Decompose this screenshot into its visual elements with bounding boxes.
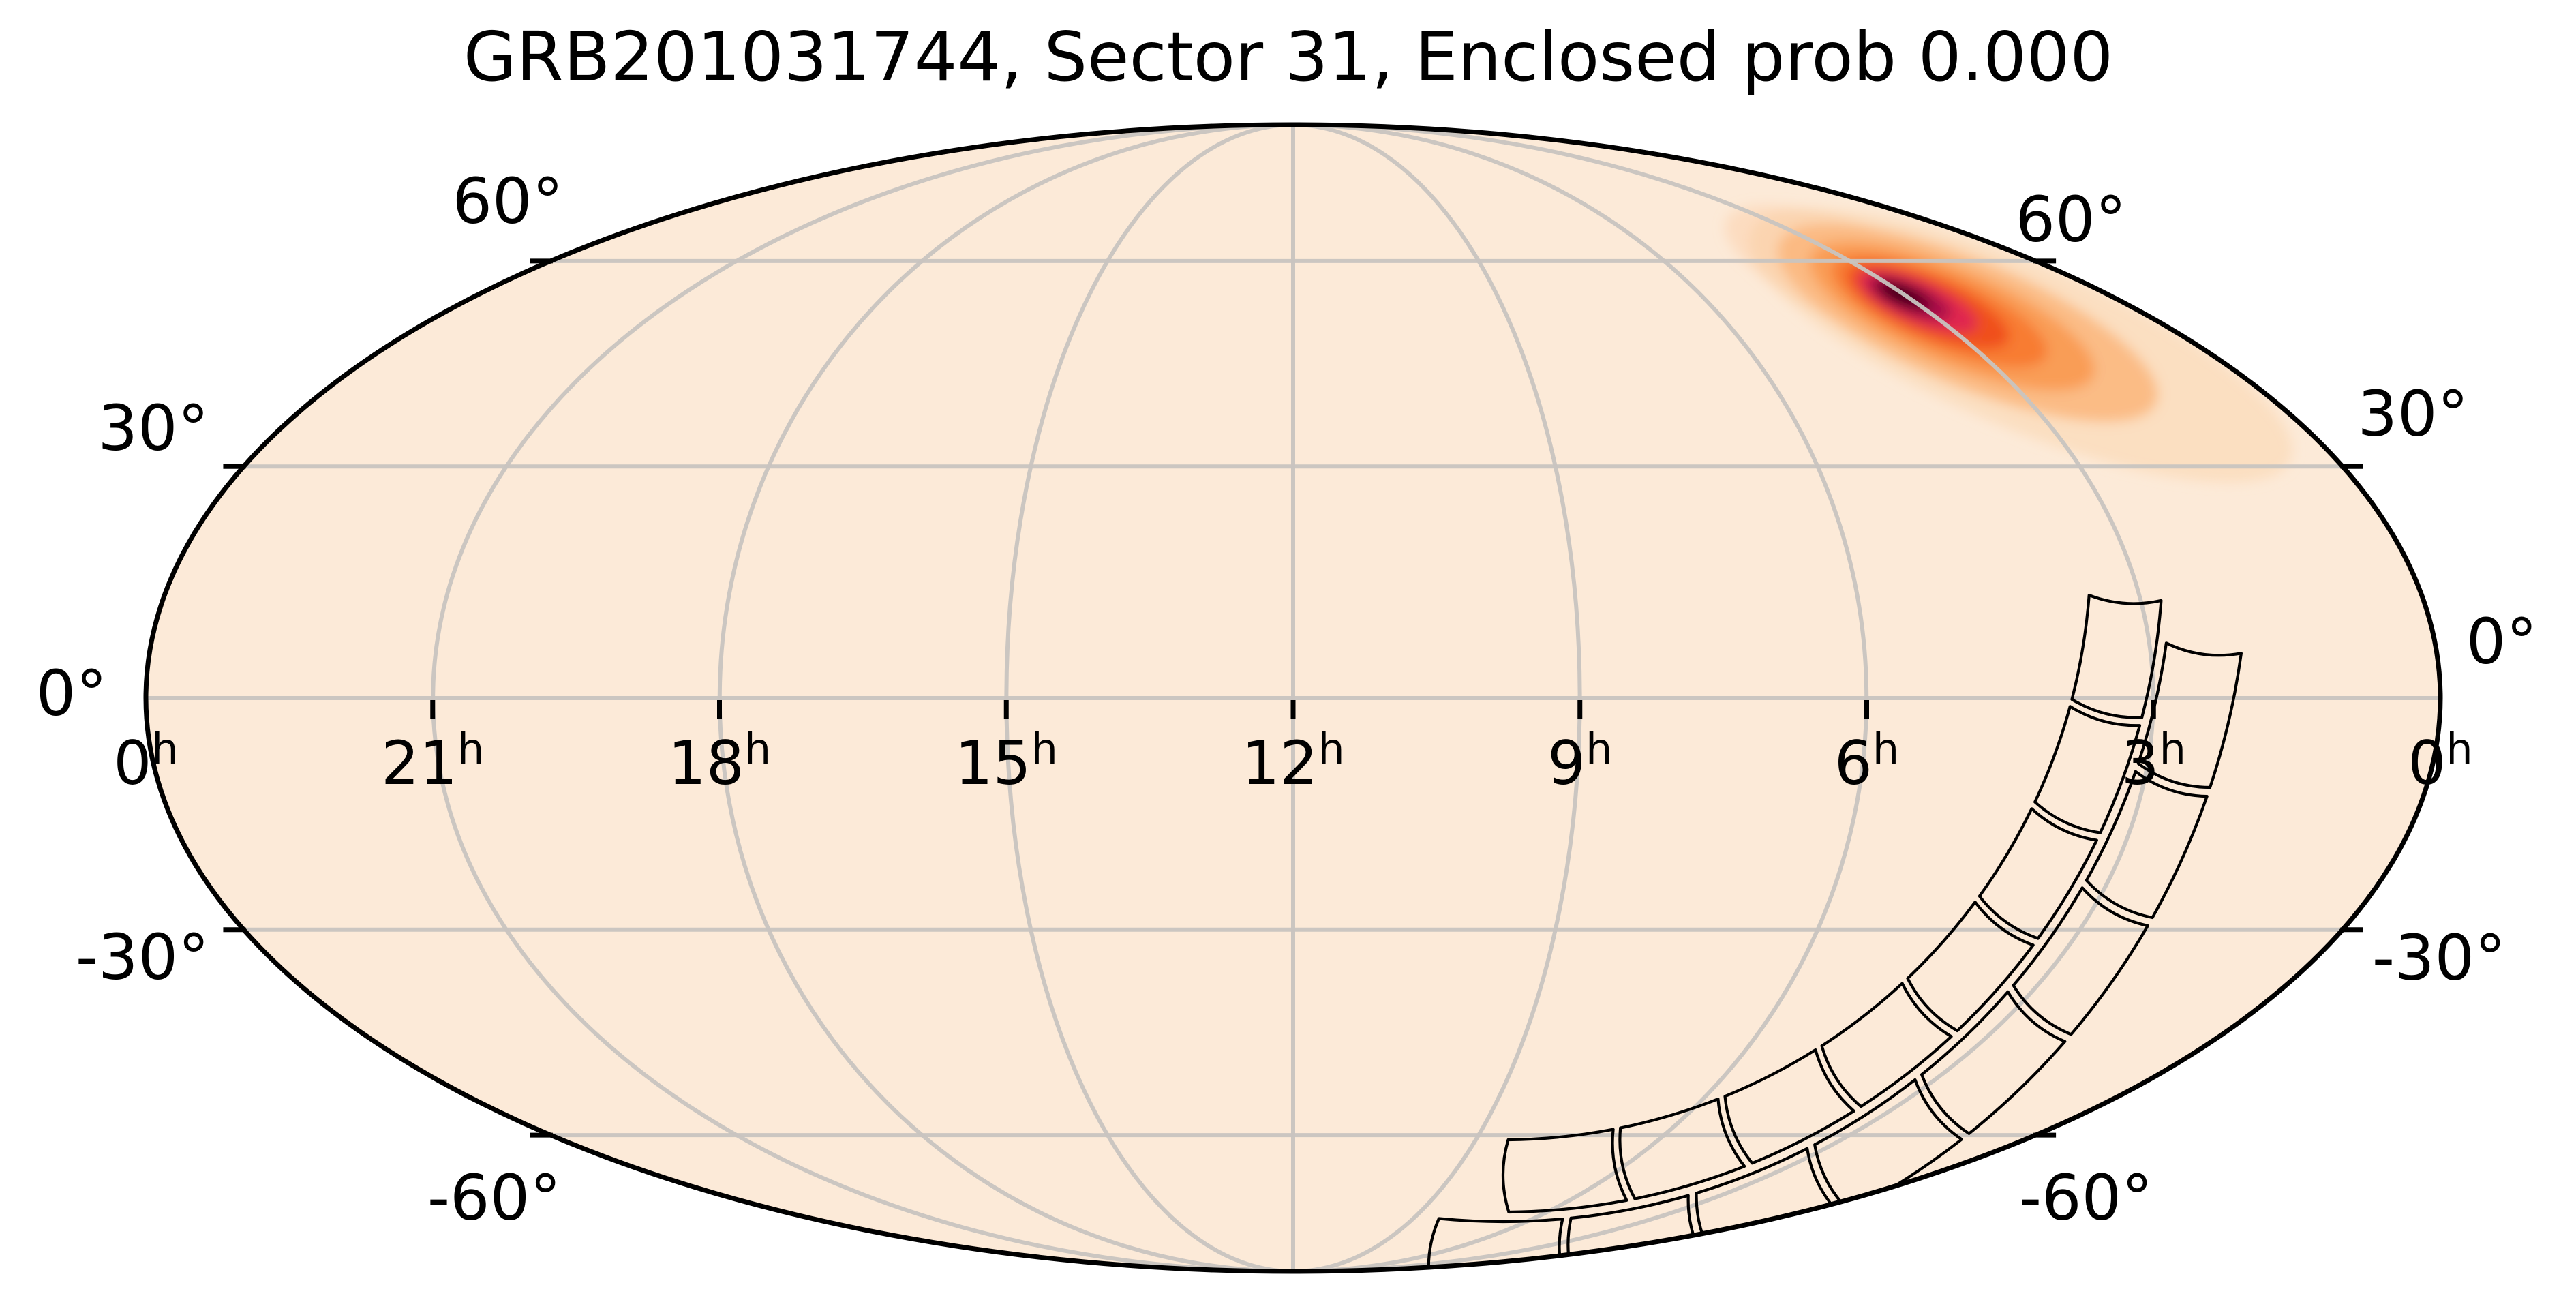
footprint-cell-strip0-5 (1723, 1048, 1855, 1165)
dec-tick-labels: 60° 30° 0° -30° -60° 60° 30° 0° -30° -60° (36, 165, 2538, 1235)
ra-label-21h: 21h (381, 724, 484, 798)
ra-label-3h: 3h (2121, 724, 2186, 798)
graticule-meridian-21h (430, 125, 1294, 1271)
dec-label-right-0: 0° (2466, 605, 2538, 678)
dec-label-left-0: 0° (36, 657, 108, 730)
graticule-meridian-6h (1292, 125, 1869, 1271)
dec-label-right-30: 30° (2357, 378, 2468, 451)
footprint-cell-strip0-0 (2070, 594, 2163, 719)
dec-label-left--30: -30° (76, 921, 209, 994)
footprint-cell-strip0-6 (1618, 1098, 1746, 1200)
ra-label-12h: 12h (1241, 724, 1344, 798)
footprint-cell-strip0-4 (1820, 982, 1953, 1108)
footprint-cell-strip0-2 (1978, 807, 2098, 940)
footprint-cell-strip1-1 (2085, 770, 2209, 920)
dec-label-right--30: -30° (2372, 922, 2506, 995)
map-boundary (143, 122, 2443, 1274)
ra-label-6h: 6h (1834, 724, 1899, 798)
ra-label-0h: 0h (2408, 724, 2472, 798)
graticule-meridian-9h (1292, 125, 1582, 1271)
footprint-cell-strip0-1 (2033, 705, 2142, 834)
dec-label-right-60: 60° (2015, 183, 2126, 256)
ra-label-0h: 0h (113, 724, 178, 798)
dec-label-left-30: 30° (97, 392, 209, 465)
footprint-cell-strip1-3 (1920, 990, 2067, 1135)
graticule (146, 125, 2440, 1271)
figure-title: GRB201031744, Sector 31, Enclosed prob 0… (464, 17, 2113, 97)
axis-ticks (223, 258, 2363, 1138)
footprint-cell-strip1-2 (2012, 886, 2149, 1036)
dec-label-left--60: -60° (427, 1162, 561, 1235)
footprint-cell-strip0-3 (1906, 901, 2035, 1033)
ra-label-9h: 9h (1547, 724, 1612, 798)
graticule-meridian-15h (1004, 125, 1294, 1271)
footprint-cell-strip0-7 (1501, 1128, 1628, 1214)
graticule-meridian-3h (1292, 125, 2156, 1271)
graticule-meridian-18h (717, 125, 1294, 1271)
footprint-cell-strip1-0 (2136, 641, 2243, 789)
ra-tick-labels: 0h 21h 18h 15h 12h 9h 6h 3h 0h (113, 724, 2472, 798)
dec-label-left-60: 60° (452, 165, 563, 238)
ra-label-18h: 18h (668, 724, 771, 798)
dec-label-right--60: -60° (2019, 1162, 2153, 1235)
ra-label-15h: 15h (955, 724, 1058, 798)
